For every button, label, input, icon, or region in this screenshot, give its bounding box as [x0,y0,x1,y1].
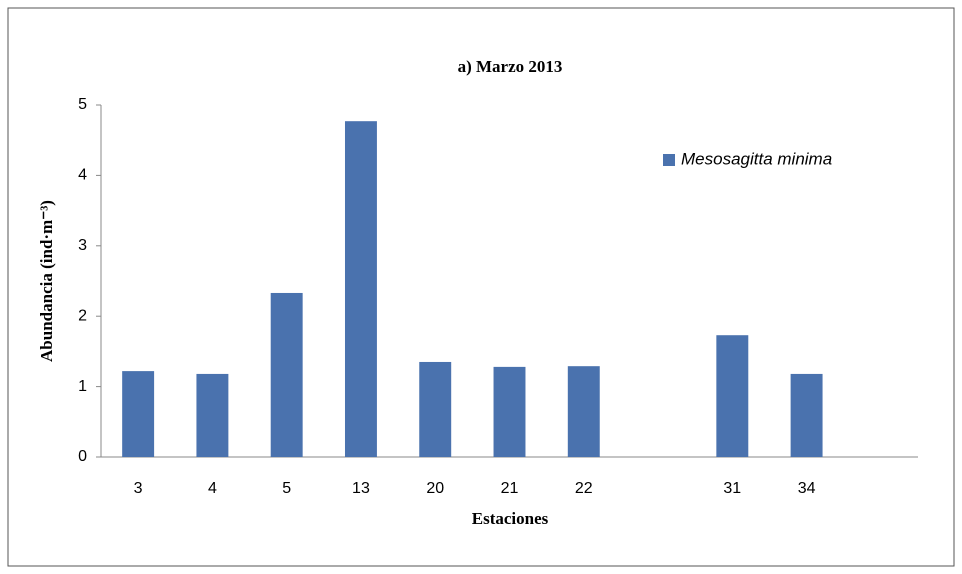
chart-title: a) Marzo 2013 [458,57,563,76]
bar [493,366,526,457]
bar [716,335,749,457]
y-axis-label: Abundancia (ind·m⁻³) [37,200,56,362]
x-tick-label: 20 [426,480,444,497]
bar [567,366,600,457]
bar [344,121,377,457]
y-tick-label: 0 [78,448,87,465]
y-tick-label: 4 [78,167,87,184]
x-axis-label: Estaciones [472,509,549,528]
x-tick-label: 13 [352,480,370,497]
x-tick-label: 22 [575,480,593,497]
x-tick-label: 3 [134,480,143,497]
frame [7,7,955,567]
bar [196,373,229,457]
bar [270,292,303,457]
y-tick-label: 3 [78,237,87,254]
legend-swatch [663,154,675,166]
y-tick-label: 2 [78,307,87,324]
bar [419,361,452,457]
y-tick-label: 1 [78,378,87,395]
x-tick-label: 4 [208,480,217,497]
bar [790,373,823,457]
legend-label: Mesosagitta minima [681,149,832,168]
y-tick-label: 5 [78,96,87,113]
x-tick-label: 5 [282,480,291,497]
x-tick-label: 34 [798,480,816,497]
x-tick-label: 31 [723,480,741,497]
bar [122,371,155,457]
x-tick-label: 21 [501,480,519,497]
